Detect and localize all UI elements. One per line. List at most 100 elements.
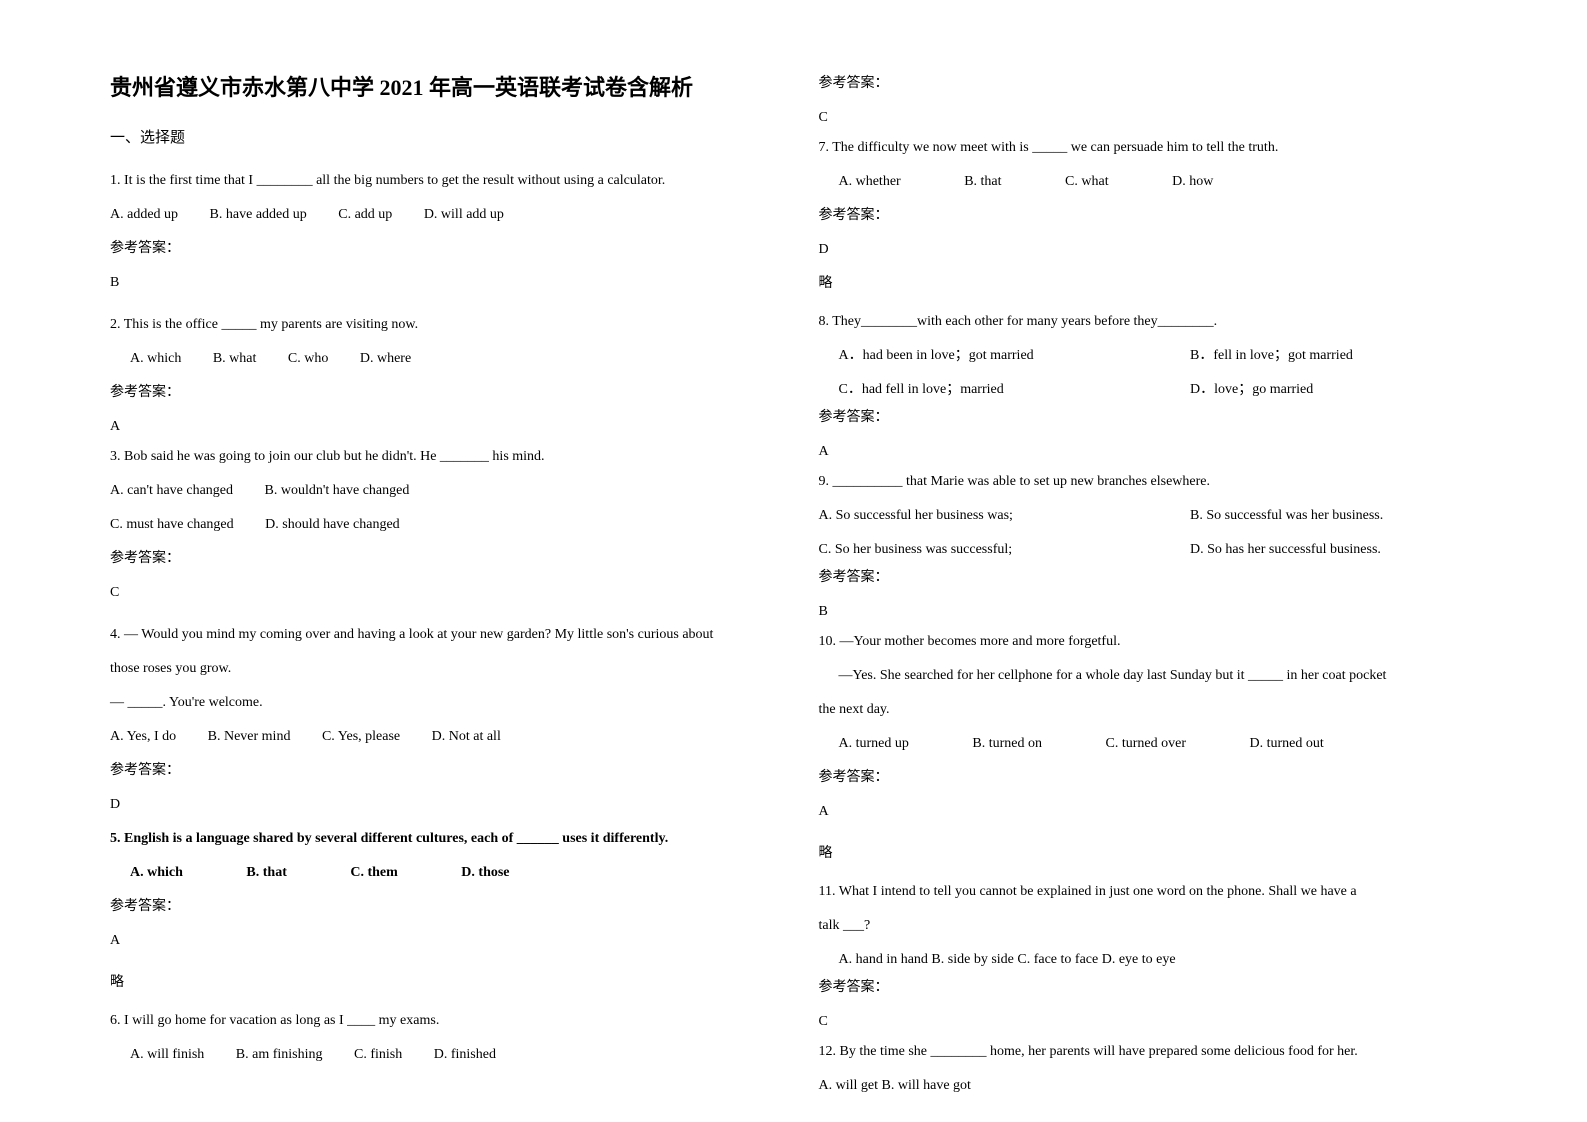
q7-opt-a: A. whether [839, 168, 901, 196]
q9-text: 9. __________ that Marie was able to set… [819, 468, 1488, 496]
q11-answer-label: 参考答案： [819, 974, 1488, 1002]
q11-line1: 11. What I intend to tell you cannot be … [819, 878, 1488, 906]
q4-opt-d: D. Not at all [432, 723, 501, 751]
q3-text: 3. Bob said he was going to join our clu… [110, 443, 779, 471]
q8-opt-c: C．had fell in love；married [839, 376, 1159, 404]
q1-text: 1. It is the first time that I ________ … [110, 167, 779, 195]
q6-opt-d: D. finished [434, 1041, 496, 1069]
q8-answer-label: 参考答案： [819, 404, 1488, 432]
q6-text: 6. I will go home for vacation as long a… [110, 1007, 779, 1035]
q1-answer: B [110, 269, 779, 297]
q9-opt-d: D. So has her successful business. [1190, 536, 1381, 564]
q10-opt-b: B. turned on [972, 730, 1042, 758]
q12-text: 12. By the time she ________ home, her p… [819, 1038, 1488, 1066]
q3-answer: C [110, 579, 779, 607]
q5-text: 5. English is a language shared by sever… [110, 825, 779, 853]
q12-options: A. will get B. will have got [819, 1072, 1488, 1100]
q2-opt-a: A. which [130, 345, 181, 373]
q4-opt-a: A. Yes, I do [110, 723, 176, 751]
q3-options-row2: C. must have changed D. should have chan… [110, 511, 779, 539]
q8-opt-d: D．love；go married [1190, 376, 1313, 404]
q7-text: 7. The difficulty we now meet with is __… [819, 134, 1488, 162]
q2-answer: A [110, 413, 779, 441]
q11-answer: C [819, 1008, 1488, 1036]
q1-answer-label: 参考答案： [110, 235, 779, 263]
q3-opt-d: D. should have changed [265, 511, 400, 539]
q3-answer-label: 参考答案： [110, 545, 779, 573]
q7-opt-b: B. that [964, 168, 1001, 196]
q9-opt-c: C. So her business was successful; [819, 536, 1159, 564]
q10-opt-d: D. turned out [1249, 730, 1323, 758]
q2-opt-d: D. where [360, 345, 411, 373]
q7-opt-c: C. what [1065, 168, 1109, 196]
q7-brief: 略 [819, 270, 1488, 298]
q10-line2: —Yes. She searched for her cellphone for… [819, 662, 1488, 690]
q5-brief: 略 [110, 969, 779, 997]
q8-options-row1: A．had been in love；got married B．fell in… [819, 342, 1488, 370]
q9-opt-a: A. So successful her business was; [819, 502, 1159, 530]
q10-answer: A [819, 798, 1488, 826]
q9-options-row1: A. So successful her business was; B. So… [819, 502, 1488, 530]
left-column: 贵州省遵义市赤水第八中学 2021 年高一英语联考试卷含解析 一、选择题 1. … [90, 70, 799, 1092]
q3-options-row1: A. can't have changed B. wouldn't have c… [110, 477, 779, 505]
q2-answer-label: 参考答案： [110, 379, 779, 407]
q7-answer: D [819, 236, 1488, 264]
q10-line3: the next day. [819, 696, 1488, 724]
exam-title: 贵州省遵义市赤水第八中学 2021 年高一英语联考试卷含解析 [110, 70, 779, 102]
q10-opt-a: A. turned up [839, 730, 909, 758]
q6-answer-label: 参考答案： [819, 70, 1488, 98]
q1-opt-c: C. add up [338, 201, 392, 229]
q9-opt-b: B. So successful was her business. [1190, 502, 1383, 530]
q9-answer: B [819, 598, 1488, 626]
q1-opt-d: D. will add up [424, 201, 504, 229]
q11-line2: talk ___? [819, 912, 1488, 940]
q2-options: A. which B. what C. who D. where [110, 345, 779, 373]
q5-opt-c: C. them [350, 859, 397, 887]
q7-opt-d: D. how [1172, 168, 1213, 196]
q8-opt-a: A．had been in love；got married [839, 342, 1159, 370]
section-1-heading: 一、选择题 [110, 126, 779, 147]
q1-options: A. added up B. have added up C. add up D… [110, 201, 779, 229]
q8-options-row2: C．had fell in love；married D．love；go mar… [819, 376, 1488, 404]
q2-opt-c: C. who [288, 345, 328, 373]
q5-opt-a: A. which [130, 859, 183, 887]
q10-options: A. turned up B. turned on C. turned over… [819, 730, 1488, 758]
q1-opt-b: B. have added up [210, 201, 307, 229]
q5-answer: A [110, 927, 779, 955]
q9-answer-label: 参考答案： [819, 564, 1488, 592]
q10-brief: 略 [819, 840, 1488, 868]
q4-opt-c: C. Yes, please [322, 723, 400, 751]
q6-options: A. will finish B. am finishing C. finish… [110, 1041, 779, 1069]
q6-opt-c: C. finish [354, 1041, 402, 1069]
q8-answer: A [819, 438, 1488, 466]
q8-text: 8. They________with each other for many … [819, 308, 1488, 336]
q5-opt-d: D. those [461, 859, 509, 887]
q5-answer-label: 参考答案： [110, 893, 779, 921]
q4-line3: — _____. You're welcome. [110, 689, 779, 717]
q4-opt-b: B. Never mind [208, 723, 291, 751]
q3-opt-c: C. must have changed [110, 511, 234, 539]
q10-answer-label: 参考答案： [819, 764, 1488, 792]
q4-answer-label: 参考答案： [110, 757, 779, 785]
q1-opt-a: A. added up [110, 201, 178, 229]
q5-opt-b: B. that [246, 859, 286, 887]
q5-options: A. which B. that C. them D. those [110, 859, 779, 887]
q4-line1: 4. — Would you mind my coming over and h… [110, 621, 779, 649]
q7-answer-label: 参考答案： [819, 202, 1488, 230]
q3-opt-b: B. wouldn't have changed [265, 477, 410, 505]
right-column: 参考答案： C 7. The difficulty we now meet wi… [799, 70, 1508, 1092]
q10-opt-c: C. turned over [1106, 730, 1186, 758]
q6-answer: C [819, 104, 1488, 132]
q4-answer: D [110, 791, 779, 819]
q8-opt-b: B．fell in love；got married [1190, 342, 1353, 370]
q10-line1: 10. —Your mother becomes more and more f… [819, 628, 1488, 656]
q6-opt-b: B. am finishing [236, 1041, 323, 1069]
q7-options: A. whether B. that C. what D. how [819, 168, 1488, 196]
q3-opt-a: A. can't have changed [110, 477, 233, 505]
q2-opt-b: B. what [213, 345, 257, 373]
q11-options: A. hand in hand B. side by side C. face … [819, 946, 1488, 974]
q4-options: A. Yes, I do B. Never mind C. Yes, pleas… [110, 723, 779, 751]
q4-line2: those roses you grow. [110, 655, 779, 683]
q6-opt-a: A. will finish [130, 1041, 204, 1069]
q9-options-row2: C. So her business was successful; D. So… [819, 536, 1488, 564]
